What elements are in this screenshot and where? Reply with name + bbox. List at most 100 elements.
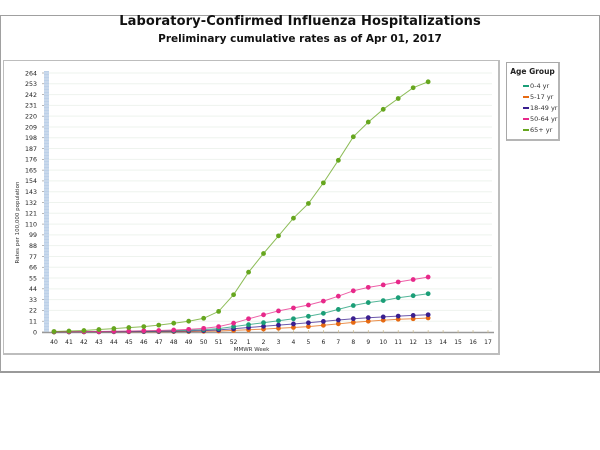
data-point[interactable] (306, 313, 311, 319)
data-point[interactable] (365, 318, 371, 324)
data-point[interactable] (66, 328, 72, 334)
data-point[interactable] (425, 291, 431, 297)
data-point[interactable] (276, 233, 281, 239)
data-point[interactable] (335, 307, 341, 312)
data-point[interactable] (231, 320, 236, 326)
data-point[interactable] (410, 316, 416, 322)
data-point[interactable] (380, 314, 386, 320)
legend-item-0-4[interactable]: 0-4 yr (523, 82, 549, 90)
data-point[interactable] (246, 316, 251, 322)
data-point[interactable] (410, 293, 416, 299)
data-point[interactable] (126, 325, 132, 330)
data-point[interactable] (395, 279, 401, 285)
data-point[interactable] (335, 321, 341, 327)
legend-item-5-17[interactable]: 5-17 yr (523, 93, 553, 101)
data-point[interactable] (141, 324, 147, 330)
data-point[interactable] (380, 317, 386, 323)
data-point[interactable] (126, 328, 132, 334)
data-point[interactable] (51, 329, 57, 334)
data-point[interactable] (380, 298, 386, 304)
data-point[interactable] (380, 106, 386, 112)
data-point[interactable] (156, 322, 162, 328)
data-point[interactable] (261, 320, 266, 326)
data-point[interactable] (201, 325, 207, 331)
data-point[interactable] (216, 308, 222, 314)
data-point[interactable] (410, 313, 416, 318)
data-point[interactable] (156, 328, 162, 333)
data-point[interactable] (246, 269, 251, 275)
data-point[interactable] (291, 321, 296, 327)
legend-swatch-icon (523, 85, 529, 87)
data-point[interactable] (216, 324, 222, 330)
data-point[interactable] (291, 215, 296, 221)
data-point[interactable] (291, 325, 296, 330)
data-point[interactable] (171, 320, 177, 326)
data-point[interactable] (335, 293, 341, 299)
y-tick-label: 110 (25, 221, 37, 228)
data-point[interactable] (276, 318, 281, 324)
data-point[interactable] (350, 288, 356, 294)
data-point[interactable] (425, 312, 431, 318)
data-point[interactable] (111, 326, 117, 331)
x-tick-label: 3 (277, 339, 281, 346)
data-point[interactable] (231, 324, 236, 330)
data-point[interactable] (186, 318, 192, 324)
data-point[interactable] (201, 315, 207, 321)
data-point[interactable] (395, 295, 401, 301)
data-point[interactable] (171, 327, 177, 333)
data-point[interactable] (410, 85, 416, 91)
data-point[interactable] (335, 157, 341, 163)
data-point[interactable] (141, 328, 147, 334)
data-point[interactable] (231, 292, 236, 298)
data-point[interactable] (291, 305, 296, 311)
data-point[interactable] (350, 319, 356, 325)
y-tick-label: 99 (29, 232, 37, 239)
data-point[interactable] (320, 310, 326, 316)
legend-label: 5-17 yr (530, 93, 554, 101)
data-point[interactable] (306, 320, 311, 326)
legend-swatch-icon (523, 96, 529, 98)
y-tick-label: 231 (25, 103, 37, 110)
data-point[interactable] (365, 284, 371, 290)
data-point[interactable] (320, 319, 326, 324)
data-point[interactable] (81, 328, 87, 333)
data-point[interactable] (380, 282, 386, 288)
data-point[interactable] (291, 316, 296, 322)
data-point[interactable] (395, 96, 401, 101)
data-point[interactable] (246, 322, 251, 328)
data-point[interactable] (306, 201, 311, 206)
data-point[interactable] (320, 322, 326, 328)
data-point[interactable] (410, 277, 416, 282)
data-point[interactable] (425, 274, 431, 280)
data-point[interactable] (365, 315, 371, 321)
legend-item-18-49[interactable]: 18-49 yr (523, 104, 557, 112)
data-point[interactable] (425, 79, 431, 85)
data-point[interactable] (365, 300, 371, 305)
data-point[interactable] (306, 302, 311, 308)
data-point[interactable] (350, 134, 356, 140)
data-point[interactable] (306, 324, 311, 330)
data-point[interactable] (320, 180, 326, 186)
data-point[interactable] (395, 313, 401, 319)
legend-item-65plus[interactable]: 65+ yr (523, 126, 552, 134)
legend-swatch-icon (523, 107, 529, 109)
legend-item-50-64[interactable]: 50-64 yr (523, 115, 557, 123)
y-tick-label: 176 (25, 157, 37, 164)
data-point[interactable] (320, 298, 326, 304)
data-point[interactable] (186, 326, 192, 332)
x-tick-label: 7 (336, 339, 340, 346)
data-point[interactable] (261, 251, 266, 256)
y-tick-label: 253 (25, 81, 37, 88)
data-point[interactable] (350, 303, 356, 308)
data-point[interactable] (276, 322, 281, 328)
data-point[interactable] (276, 308, 281, 314)
data-point[interactable] (261, 323, 266, 329)
data-point[interactable] (365, 119, 371, 125)
data-point[interactable] (350, 316, 356, 322)
legend-label: 0-4 yr (530, 82, 550, 90)
y-tick-label: 66 (29, 265, 37, 272)
data-point[interactable] (335, 317, 341, 323)
data-point[interactable] (96, 327, 102, 332)
y-tick-label: 264 (25, 70, 37, 77)
data-point[interactable] (261, 312, 266, 318)
